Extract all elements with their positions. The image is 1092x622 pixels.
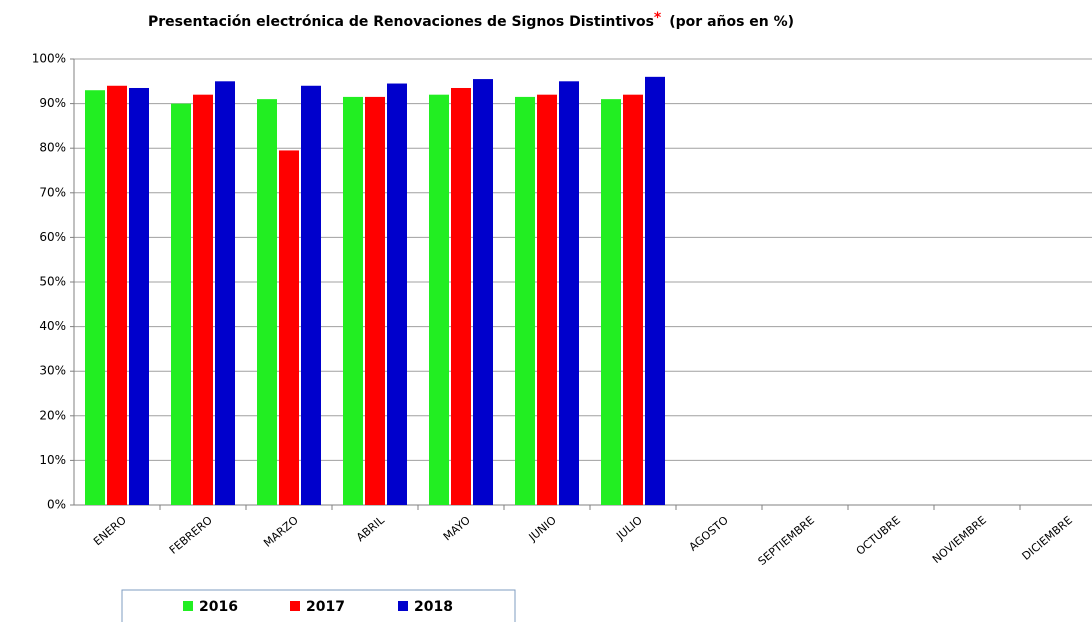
x-tick-label: SEPTIEMBRE — [756, 514, 817, 568]
y-tick-label: 90% — [39, 96, 66, 110]
bar — [429, 94, 449, 506]
bar — [601, 99, 621, 505]
y-tick-label: 0% — [47, 498, 66, 512]
bar — [171, 103, 191, 505]
bar — [279, 150, 299, 505]
x-tick-label: DICIEMBRE — [1020, 514, 1075, 563]
x-tick-label: ENERO — [91, 513, 129, 548]
y-tick-label: 100% — [32, 52, 66, 66]
bar — [85, 90, 105, 505]
y-tick-label: 20% — [39, 408, 66, 422]
legend-swatch — [398, 601, 408, 611]
bar — [257, 99, 277, 505]
x-tick-label: JUNIO — [526, 513, 559, 544]
x-tick-label: NOVIEMBRE — [930, 514, 989, 566]
y-tick-label: 60% — [39, 230, 66, 244]
y-tick-label: 70% — [39, 185, 66, 199]
y-tick-label: 50% — [39, 275, 66, 289]
bar — [215, 81, 235, 506]
subtitle: (por años en %) — [669, 14, 794, 30]
bar — [129, 87, 149, 506]
legend-swatch — [183, 601, 193, 611]
legend-swatch — [290, 601, 300, 611]
x-tick-label: AGOSTO — [687, 513, 732, 553]
bar — [301, 85, 321, 505]
legend-label: 2018 — [414, 599, 453, 615]
x-tick-label: MAYO — [441, 513, 473, 543]
bar — [365, 96, 385, 505]
title-mark: * — [654, 10, 662, 26]
bar — [515, 96, 535, 505]
title-text: Presentación electrónica de Renovaciones… — [148, 14, 654, 30]
bar — [451, 87, 471, 506]
x-tick-label: FEBRERO — [167, 513, 215, 556]
legend-label: 2016 — [199, 599, 238, 615]
bar — [343, 96, 363, 505]
bar — [193, 94, 213, 506]
y-tick-label: 40% — [39, 319, 66, 333]
bar — [473, 79, 493, 505]
x-tick-label: JULIO — [613, 513, 645, 543]
y-tick-label: 10% — [39, 453, 66, 467]
x-tick-label: ABRIL — [354, 513, 388, 544]
x-tick-label: OCTUBRE — [854, 514, 903, 558]
bar — [645, 76, 665, 505]
legend-label: 2017 — [306, 599, 345, 615]
bar — [107, 85, 127, 505]
x-tick-label: MARZO — [261, 513, 301, 549]
y-tick-label: 80% — [39, 141, 66, 155]
bar — [623, 94, 643, 506]
y-tick-label: 30% — [39, 364, 66, 378]
bar — [387, 83, 407, 505]
bar — [537, 94, 557, 506]
chart-title: Presentación electrónica de Renovaciones… — [148, 10, 794, 30]
bar — [559, 81, 579, 506]
